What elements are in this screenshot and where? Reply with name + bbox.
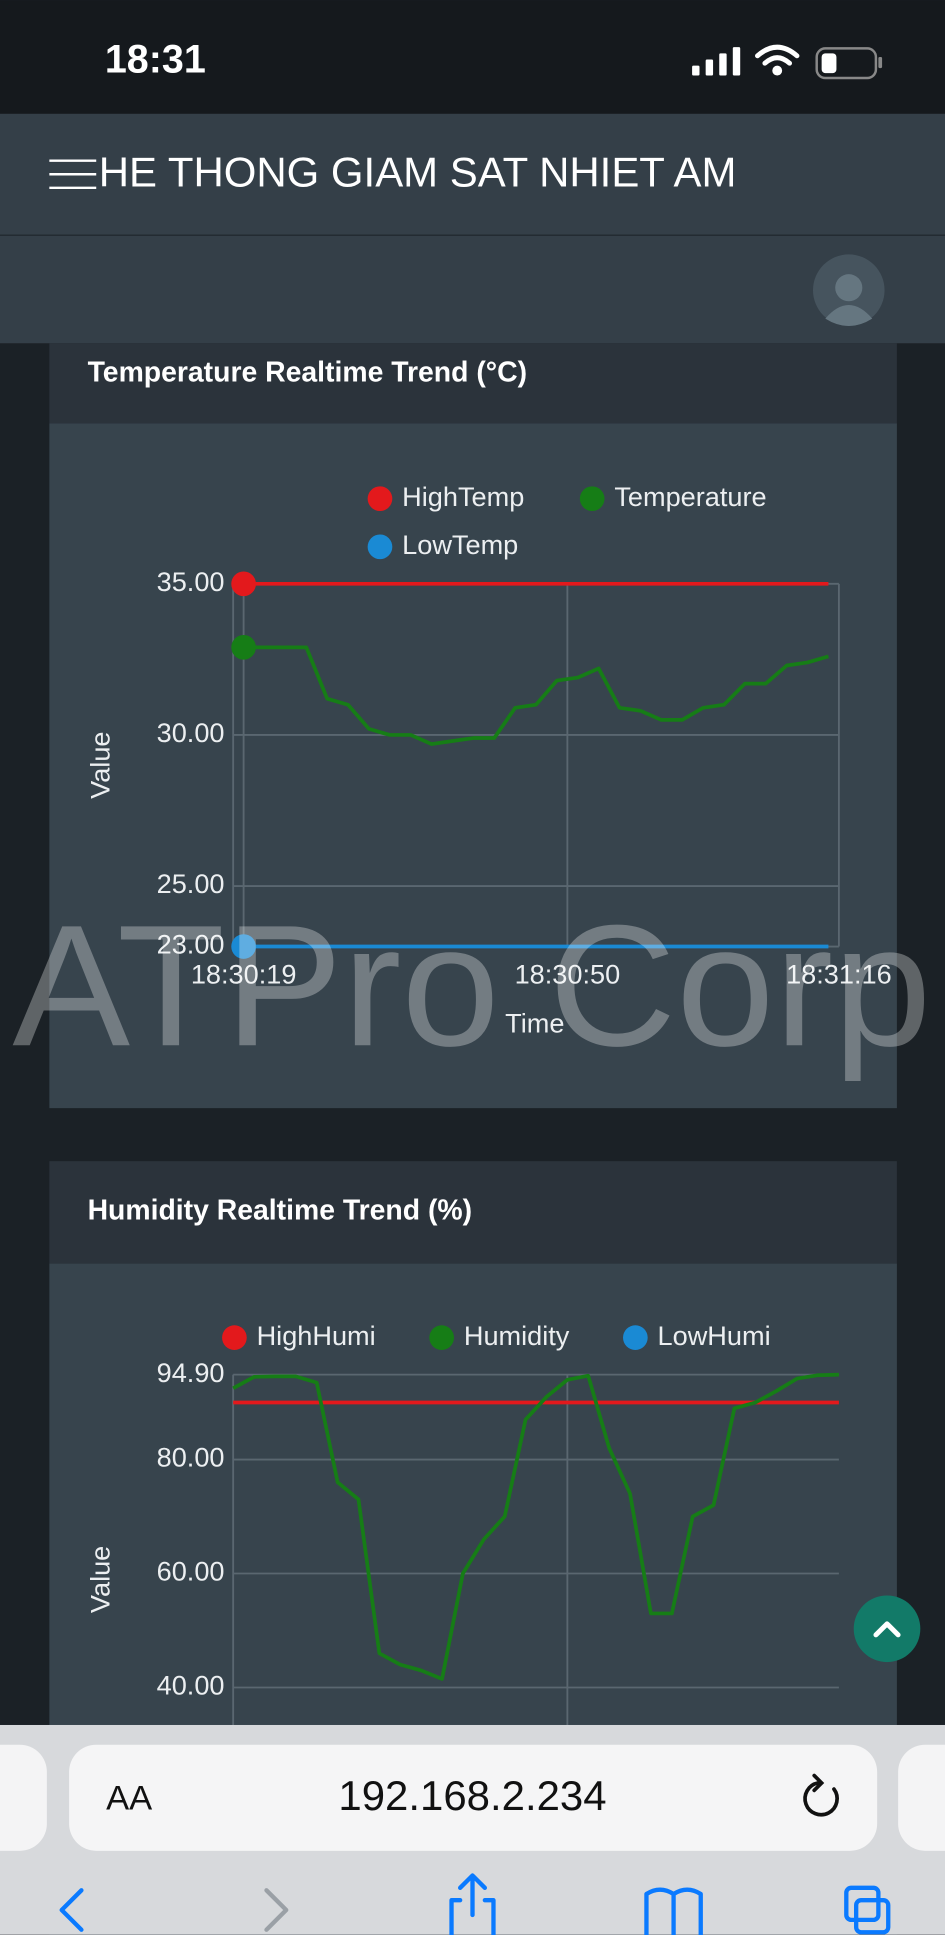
wifi-icon xyxy=(755,44,800,76)
y-tick-label: 60.00 xyxy=(157,1556,225,1587)
y-axis-label: Value xyxy=(85,1546,116,1613)
x-tick-label: 18:31:16 xyxy=(786,958,892,989)
sub-bar xyxy=(0,235,945,344)
status-bar xyxy=(0,0,945,114)
reload-button[interactable] xyxy=(803,1773,839,1817)
app-title: HE THONG GIAM SAT NHIET AM xyxy=(99,149,737,196)
card-header xyxy=(49,343,897,424)
signal-icon xyxy=(692,47,741,76)
legend-marker xyxy=(367,534,393,560)
clock: 18:31 xyxy=(105,37,206,81)
prev-tab[interactable] xyxy=(0,1744,47,1851)
battery-icon xyxy=(815,47,883,80)
legend-label: HighHumi xyxy=(257,1320,376,1351)
y-tick-label: 23.00 xyxy=(157,929,225,960)
legend-marker xyxy=(429,1325,454,1350)
legend-label: HighTemp xyxy=(402,481,524,512)
y-tick-label: 30.00 xyxy=(157,717,225,748)
share-button[interactable] xyxy=(449,1873,496,1935)
app-header xyxy=(0,113,945,235)
watermark: ATPro Corp xyxy=(12,889,931,1082)
point xyxy=(231,634,256,660)
menu-button[interactable] xyxy=(49,159,97,190)
y-tick-label: 35.00 xyxy=(157,566,225,597)
y-tick-label: 80.00 xyxy=(157,1442,225,1473)
card-header xyxy=(49,1161,897,1264)
legend-label: LowTemp xyxy=(402,529,518,560)
point xyxy=(231,934,256,959)
user-avatar[interactable] xyxy=(812,254,885,326)
legend-marker xyxy=(367,486,393,512)
text-size-button[interactable]: AA xyxy=(106,1779,152,1817)
series-line xyxy=(232,1372,839,1681)
card-title: Humidity Realtime Trend (%) xyxy=(88,1194,473,1226)
scroll-top-button[interactable] xyxy=(853,1595,921,1663)
y-axis-label: Value xyxy=(85,731,116,798)
next-tab[interactable] xyxy=(898,1744,945,1851)
legend-marker xyxy=(579,486,605,512)
x-tick-label: 18:30:50 xyxy=(515,958,621,989)
y-tick-label: 25.00 xyxy=(157,868,225,899)
address-bar[interactable] xyxy=(69,1744,878,1851)
card-body xyxy=(49,423,897,1109)
divider xyxy=(0,234,945,236)
y-tick-label: 40.00 xyxy=(157,1670,225,1701)
x-tick-label: 18:30:19 xyxy=(191,958,297,989)
legend-marker xyxy=(623,1325,648,1350)
legend-label: Temperature xyxy=(614,481,766,512)
tabs-button[interactable] xyxy=(844,1885,891,1935)
series-line xyxy=(243,645,829,746)
card-title: Temperature Realtime Trend (°C) xyxy=(88,357,527,389)
legend-label: LowHumi xyxy=(658,1320,771,1351)
url[interactable]: 192.168.2.234 xyxy=(338,1772,606,1819)
back-button[interactable] xyxy=(59,1888,84,1932)
y-tick-label: 94.90 xyxy=(157,1357,225,1388)
point xyxy=(231,571,256,597)
bookmarks-button[interactable] xyxy=(644,1887,703,1935)
x-axis-label: Time xyxy=(505,1008,564,1039)
legend-label: Humidity xyxy=(464,1320,570,1351)
legend-marker xyxy=(222,1325,247,1350)
forward-button xyxy=(264,1888,289,1932)
